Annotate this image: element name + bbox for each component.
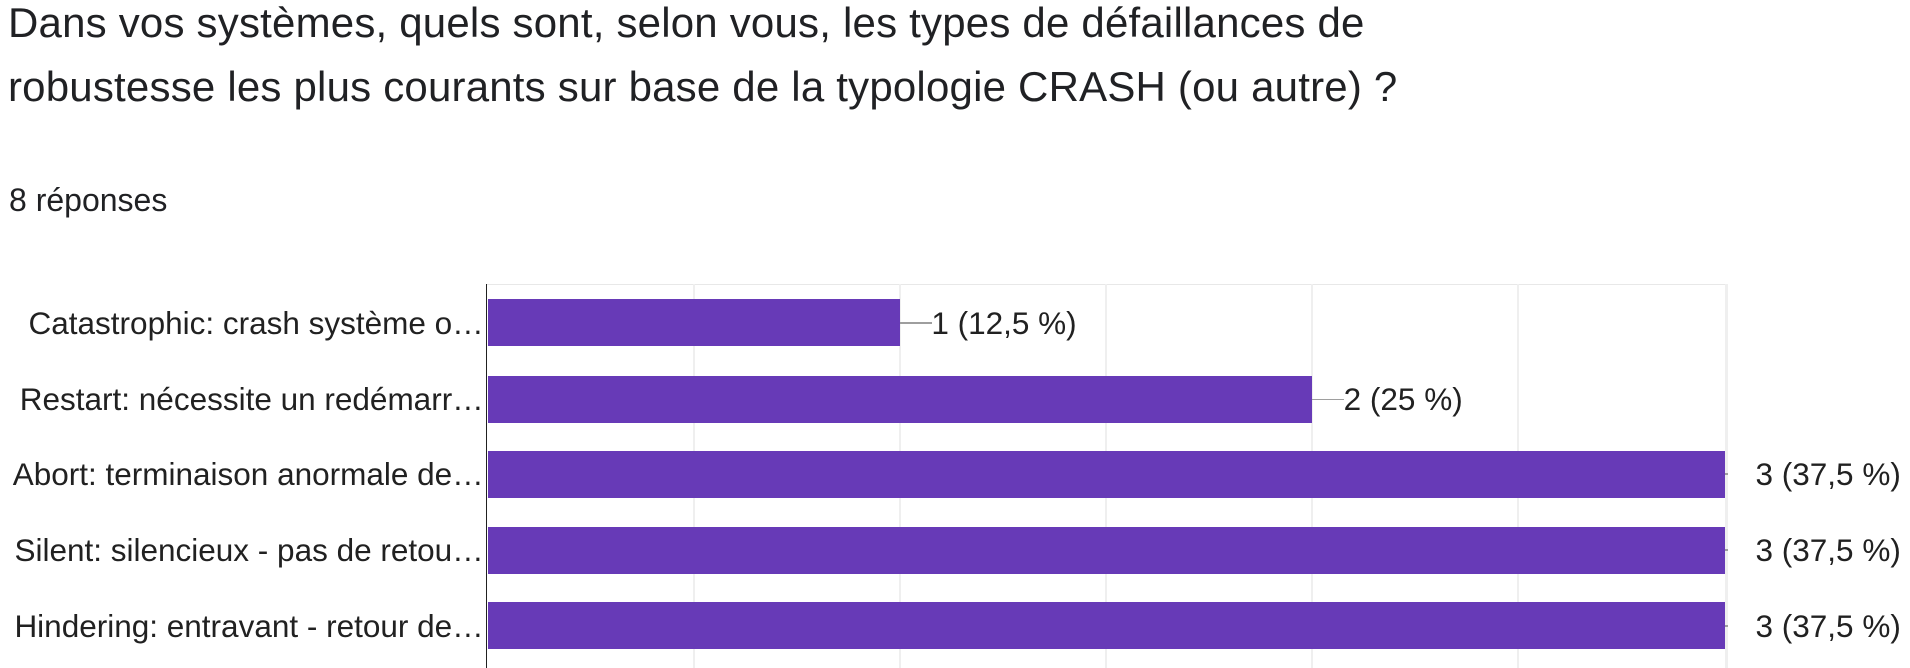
value-annotation: 3 (37,5 %) [1755,532,1901,569]
bar [487,450,1725,498]
bar [487,602,1725,650]
annotation-leader-line [1312,398,1345,401]
category-label: Abort: terminaison anormale de… [12,456,484,493]
value-annotation: 2 (25 %) [1343,381,1463,418]
bar [487,299,900,347]
category-label: Hindering: entravant - retour de… [14,607,484,644]
category-label: Restart: nécessite un redémarr… [19,381,484,418]
annotation-leader-stub [1724,549,1728,552]
bar [487,376,1313,423]
category-label: Catastrophic: crash système o… [28,304,484,341]
annotation-leader-stub [1724,624,1728,627]
response-count: 8 réponses [9,182,168,218]
annotation-leader-line [899,321,932,324]
question-title: Dans vos systèmes, quels sont, selon vou… [8,0,1398,110]
y-axis-line [485,284,488,668]
annotation-leader-stub [1724,473,1728,476]
category-label: Silent: silencieux - pas de retou… [14,532,484,569]
value-annotation: 1 (12,5 %) [931,304,1077,341]
value-annotation: 3 (37,5 %) [1755,456,1901,493]
value-annotation: 3 (37,5 %) [1755,607,1901,644]
bar [487,526,1725,574]
gridline [1724,284,1728,668]
